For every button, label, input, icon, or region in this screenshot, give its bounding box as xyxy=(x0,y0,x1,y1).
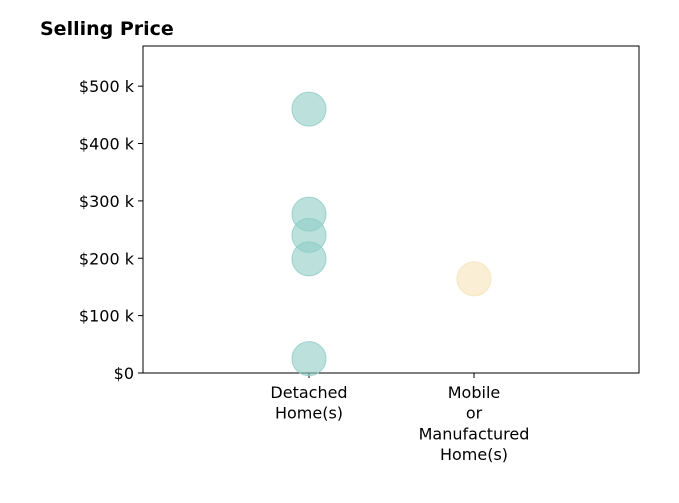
x-tick-label: Home(s) xyxy=(275,404,343,423)
y-tick-label: $0 xyxy=(114,364,134,383)
scatter-point xyxy=(456,261,492,297)
x-tick-label: Mobile xyxy=(448,383,500,402)
x-tick-label: or xyxy=(466,404,483,423)
plot-frame xyxy=(142,45,640,374)
y-tick-label: $400 k xyxy=(79,135,135,154)
x-tick-label: Manufactured xyxy=(419,424,530,443)
x-tick-label: Home(s) xyxy=(440,445,508,464)
scatter-point xyxy=(291,241,327,277)
y-tick-label: $300 k xyxy=(79,192,135,211)
scatter-point xyxy=(291,341,327,377)
y-axis: $0 $100 k $200 k $300 k $400 k $500 k xyxy=(79,77,143,383)
data-points xyxy=(291,91,492,377)
y-tick-label: $100 k xyxy=(79,307,135,326)
y-tick-label: $500 k xyxy=(79,77,135,96)
scatter-point xyxy=(291,91,327,127)
x-tick-label: Detached xyxy=(270,383,347,402)
chart-title: Selling Price xyxy=(40,18,174,40)
y-tick-label: $200 k xyxy=(79,249,135,268)
